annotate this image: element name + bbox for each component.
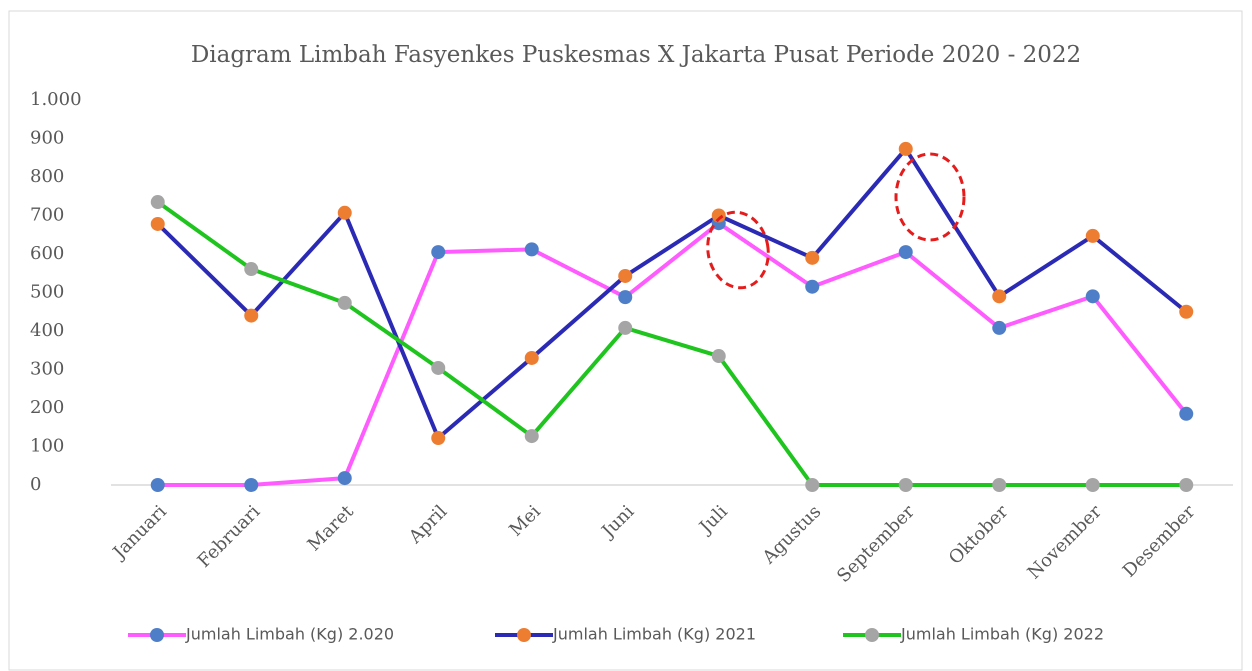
data-point [431,245,445,259]
data-point [244,478,258,492]
data-point [1086,289,1100,303]
data-point [712,349,726,363]
data-point [525,429,539,443]
data-point [899,245,913,259]
data-point [525,351,539,365]
data-point [244,262,258,276]
y-tick-label: 100 [30,436,64,457]
y-tick-label: 300 [30,359,64,380]
y-tick-label: 0 [30,474,41,495]
data-point [618,290,632,304]
data-point [1086,229,1100,243]
y-tick-label: 800 [30,166,64,187]
legend-label: Jumlah Limbah (Kg) 2021 [552,625,756,644]
data-point [618,269,632,283]
data-point [431,361,445,375]
data-point [1179,305,1193,319]
data-point [431,431,445,445]
data-point [899,142,913,156]
data-point [805,251,819,265]
data-point [338,296,352,310]
legend-marker [865,628,879,642]
data-point [151,217,165,231]
data-point [805,280,819,294]
data-point [1179,478,1193,492]
data-point [992,289,1006,303]
data-point [899,478,913,492]
chart: Diagram Limbah Fasyenkes Puskesmas X Jak… [0,0,1252,671]
data-point [338,471,352,485]
data-point [992,478,1006,492]
y-tick-label: 1.000 [30,89,82,110]
y-tick-label: 900 [30,128,64,149]
y-tick-label: 700 [30,205,64,226]
data-point [151,478,165,492]
legend-label: Jumlah Limbah (Kg) 2022 [900,625,1104,644]
data-point [244,309,258,323]
data-point [338,206,352,220]
data-point [151,195,165,209]
legend-marker [517,628,531,642]
legend-label: Jumlah Limbah (Kg) 2.020 [185,625,394,644]
chart-border [9,11,1242,670]
y-tick-label: 600 [30,243,64,264]
data-point [805,478,819,492]
chart-title: Diagram Limbah Fasyenkes Puskesmas X Jak… [191,42,1081,68]
y-tick-label: 200 [30,397,64,418]
data-point [525,242,539,256]
data-point [1086,478,1100,492]
data-point [992,321,1006,335]
legend-marker [150,628,164,642]
y-tick-label: 400 [30,320,64,341]
y-tick-label: 500 [30,282,64,303]
data-point [1179,407,1193,421]
data-point [618,321,632,335]
